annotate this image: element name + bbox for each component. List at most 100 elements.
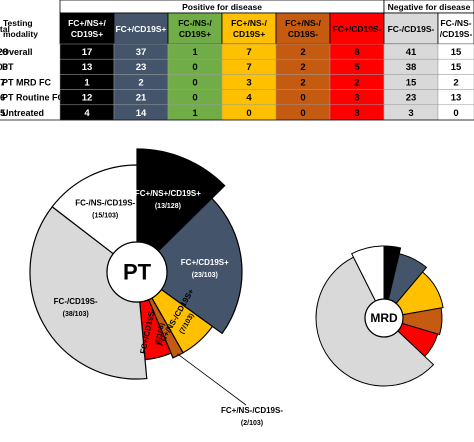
column-header-line: CD19S+ [71, 29, 103, 39]
column-header-cell [59, 12, 115, 45]
slice-ratio: (5/103) [155, 322, 166, 345]
row-header-line: Testing [3, 18, 33, 28]
column-header-label: FC-/NS-/CD19S+ [178, 18, 212, 39]
column-header-label: FC+/NS-/CD19S- [285, 18, 321, 39]
pt-pie-chart: PT FC+/NS+/CD19S+ (13/128) FC+/CD19S+ (23/10… [29, 148, 283, 427]
row-label: PT Routine FC [2, 93, 64, 103]
table-cell-value: 38 [406, 62, 417, 73]
row-label: Untreated [2, 108, 44, 118]
table-cell-value: 7 [246, 62, 251, 73]
pie-slice-label: FC-/NS-/CD19S- (15/103) [75, 198, 135, 219]
slice-name: FC-/CD19S- [54, 297, 98, 306]
table-cell-value: 1 [84, 77, 90, 88]
column-header-line: FC-/NS- [440, 18, 471, 28]
column-header-label: FC-/NS-/CD19S- [440, 18, 473, 39]
table-cell-value: 15 [451, 47, 462, 58]
table-cell-value: 12 [82, 93, 93, 104]
negative-group-label: Negative for disease [388, 2, 471, 12]
column-header-label: Total [0, 24, 10, 34]
table-cell-value: 2 [138, 77, 143, 88]
column-header-line: /CD19S- [440, 29, 473, 39]
table-cell-value: 0 [300, 93, 305, 104]
slice-name: FC+/NS+/CD19S+ [135, 189, 201, 198]
slice-name: FC-/NS-/CD19S- [75, 198, 135, 207]
table-cell-value: 14 [136, 108, 147, 119]
table-cell-value: 3 [408, 108, 413, 119]
table-cell-value: 5 [354, 62, 360, 73]
table-cell-value: 1 [192, 108, 198, 119]
column-header-line: FC+/CD19S- [333, 24, 382, 34]
table-cell-value: 2 [300, 62, 305, 73]
table-cell-value: 8 [354, 47, 359, 58]
table-cell-value: 0 [192, 62, 197, 73]
table-cell-value: 4 [246, 93, 252, 104]
table-cell-value: 7 [246, 47, 251, 58]
table-cell-value: 25 [0, 108, 6, 119]
table-cell-value: 103 [0, 62, 8, 73]
pie-center-label: MRD [370, 311, 398, 325]
table-cell-value: 3 [246, 77, 251, 88]
pie-slice-label: FC+/CD19S+ (23/103) [181, 258, 229, 279]
slice-ratio: (15/103) [92, 212, 118, 219]
column-header-line: FC+/NS-/ [231, 18, 267, 28]
column-header-line: FC+/NS+/ [68, 18, 106, 28]
table-cell-value: 0 [192, 77, 197, 88]
slice-name: FC+/NS-/CD19S- [221, 406, 283, 415]
column-header-label: FC-/CD19S- [388, 24, 435, 34]
row-label: PT [2, 62, 14, 72]
table-cell-value: 21 [136, 93, 147, 104]
table-cell-value: 17 [82, 47, 93, 58]
table-cell-value: 2 [453, 77, 458, 88]
column-header-line: CD19S+ [233, 29, 265, 39]
table-cell-value: 2 [300, 47, 305, 58]
row-header-line: modality [3, 29, 38, 39]
table-cell-value: 4 [84, 108, 90, 119]
slice-leader-line [176, 353, 247, 406]
slice-ratio: (23/103) [192, 272, 218, 279]
table-cell-value: 23 [406, 93, 417, 104]
row-header-label: Testing modality [3, 18, 38, 39]
row-label: Overall [2, 47, 33, 57]
table-cell-value: 0 [453, 108, 458, 119]
column-header-line: FC-/CD19S- [388, 24, 435, 34]
column-header-cell [383, 12, 439, 45]
column-header-line: FC+/NS-/ [285, 18, 321, 28]
table-cell-value: 1 [192, 47, 198, 58]
slice-ratio: (2/103) [241, 420, 263, 427]
column-header-label: FC+/NS+/CD19S+ [68, 18, 106, 39]
table-cell-value: 13 [82, 62, 93, 73]
column-header-label: FC+/CD19S+ [115, 24, 166, 34]
table-cell-value: 76 [0, 93, 5, 104]
table-cell-value: 128 [0, 47, 8, 58]
column-header-line: Total [0, 24, 10, 34]
slice-ratio: (38/103) [63, 311, 89, 318]
table-cell-value: 2 [354, 77, 359, 88]
table-cell-value: 2 [300, 77, 305, 88]
column-header-line: FC+/CD19S+ [115, 24, 166, 34]
column-header-label: FC+/NS-/CD19S+ [231, 18, 267, 39]
table-cell-value: 15 [406, 77, 417, 88]
pie-center-circle [106, 241, 168, 303]
table-cell-value: 41 [406, 47, 417, 58]
column-header-cell [329, 12, 385, 45]
table-cell-value: 3 [354, 93, 359, 104]
column-header-label: FC+/CD19S- [333, 24, 382, 34]
slice-name: FC+/CD19S+ [181, 258, 229, 267]
table-cell-value: 23 [136, 62, 147, 73]
column-header-line: CD19S+ [179, 29, 211, 39]
column-header-line: FC-/NS-/ [178, 18, 212, 28]
table-cell-value: 15 [451, 62, 462, 73]
pie-slice-label: FC-/CD19S- (38/103) [54, 297, 98, 318]
slice-ratio: (13/128) [155, 203, 181, 210]
pie-center-circle [364, 298, 404, 338]
table-cell-value: 27 [0, 77, 5, 88]
summary-table: Positive for disease Negative for disease… [0, 0, 474, 121]
table-cell-value: 0 [300, 108, 305, 119]
column-header-cell [167, 12, 223, 45]
table-cell-value: 0 [192, 93, 197, 104]
positive-group-label: Positive for disease [182, 2, 262, 12]
pie-slice-label: FC+/NS-/CD19S- (2/103) [221, 406, 283, 427]
column-header-cell [275, 12, 331, 45]
table-cell-value: 13 [451, 93, 462, 104]
